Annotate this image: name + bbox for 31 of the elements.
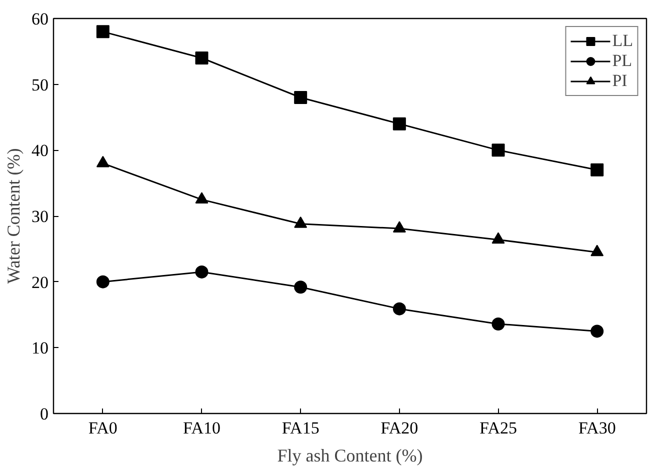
x-tick-label: FA20 [380,418,418,438]
x-tick-label: FA30 [578,418,616,438]
x-axis-title: Fly ash Content (%) [277,446,423,466]
y-tick-label: 10 [32,338,48,358]
y-tick-label: 50 [32,75,48,94]
y-tick-label: 0 [40,404,48,424]
point [96,25,110,38]
point [195,192,208,204]
y-tick-label: 60 [32,10,48,28]
point [590,324,604,338]
x-tick-label: FA10 [183,418,220,438]
x-tick-label: FA0 [88,418,118,438]
point [492,317,505,330]
point [392,117,406,130]
point [195,265,208,278]
y-tick-label: 20 [32,272,48,292]
x-tick-label: FA15 [282,418,320,438]
point [195,52,208,64]
legend-label: LL [612,31,633,51]
legend-label: PI [612,71,628,91]
legend-label: PL [612,51,632,71]
point [392,302,406,316]
y-axis-title: Water Content (%) [4,148,24,284]
x-tick-label: FA25 [480,418,517,438]
y-tick-label: 30 [32,207,48,226]
point [590,163,604,176]
y-tick-label: 40 [32,141,48,160]
point [294,280,308,294]
point [96,275,110,288]
point [294,91,308,104]
point [492,144,505,157]
